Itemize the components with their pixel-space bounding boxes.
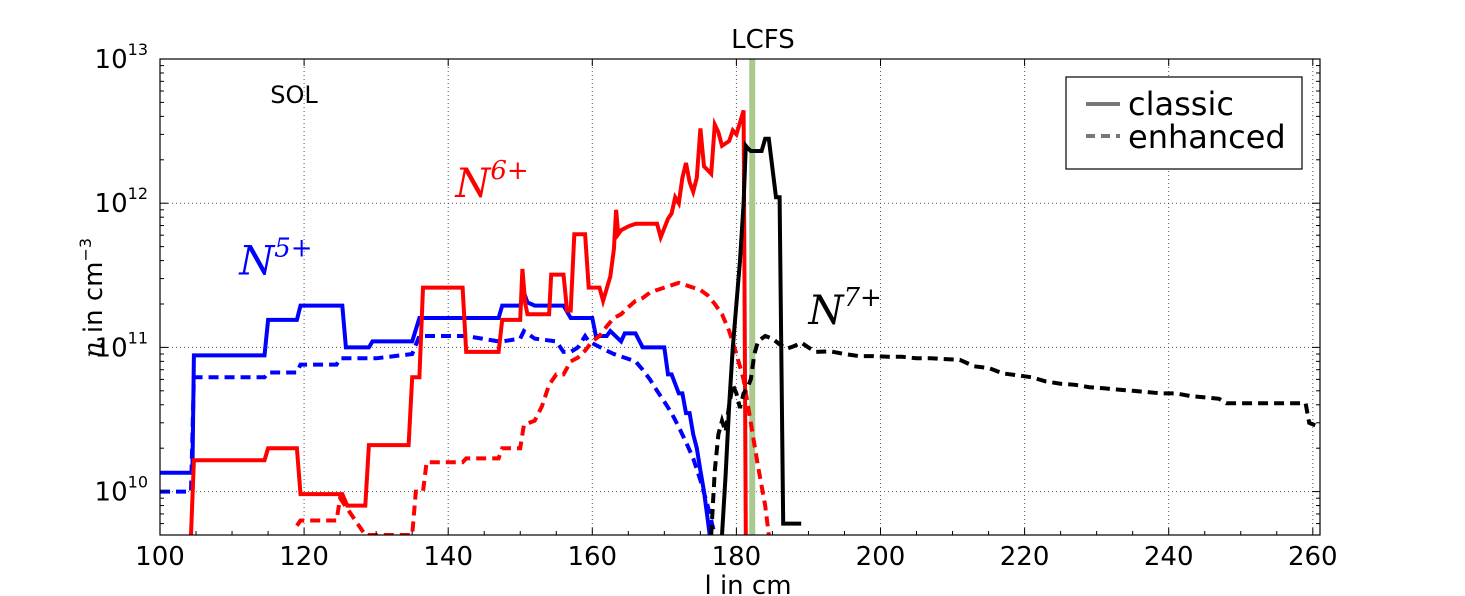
- x-tick-label: 100: [135, 542, 185, 572]
- y-axis-label-symbol: n: [79, 341, 109, 358]
- x-tick-label: 240: [1144, 542, 1194, 572]
- legend: classic enhanced: [1065, 76, 1303, 170]
- series-layer: [160, 109, 1320, 535]
- x-tick-label: 160: [567, 542, 617, 572]
- y-axis-label-exponent: −3: [76, 238, 95, 262]
- tick-layer: 100 120 140 160 180 200 220 240 260 1010 1011 1012 1…: [95, 40, 1338, 572]
- lcfs-label: LCFS: [731, 25, 795, 55]
- legend-box: [1065, 76, 1303, 170]
- series-n7-enhanced: [709, 333, 1320, 535]
- species-labels: N5+ N6+ N7+: [238, 156, 882, 334]
- x-tick-label: 140: [423, 542, 473, 572]
- y-tick-label: 1012: [95, 184, 148, 219]
- legend-label-enhanced: enhanced: [1128, 118, 1286, 156]
- x-tick-label: 180: [712, 542, 762, 572]
- x-tick-label: 260: [1288, 542, 1338, 572]
- series-n7-classic: [720, 136, 802, 535]
- x-tick-label: 120: [279, 542, 329, 572]
- series-n5-enhanced: [160, 328, 717, 535]
- y-tick-label: 1013: [95, 40, 148, 75]
- svg-text:n in cm−3: n in cm−3: [76, 238, 109, 358]
- x-axis-label: l in cm: [704, 571, 791, 596]
- plot-frame: [159, 58, 1321, 536]
- series-n6-classic: [189, 109, 748, 535]
- series-n6-enhanced: [295, 280, 771, 535]
- legend-label-classic: classic: [1128, 85, 1234, 123]
- species-label-6plus: N6+: [454, 156, 528, 207]
- y-axis-label: n in cm−3: [76, 238, 109, 358]
- series-n5-classic: [160, 286, 712, 535]
- x-tick-label: 200: [856, 542, 906, 572]
- y-axis-label-unit: in cm: [79, 261, 109, 341]
- sol-label: SOL: [270, 81, 318, 109]
- y-tick-label: 1011: [95, 328, 148, 363]
- x-tick-label: 220: [1000, 542, 1050, 572]
- grid-layer: [160, 59, 1320, 535]
- species-label-7plus: N7+: [807, 283, 881, 334]
- y-tick-label: 1010: [95, 473, 148, 508]
- species-label-5plus: N5+: [238, 234, 312, 285]
